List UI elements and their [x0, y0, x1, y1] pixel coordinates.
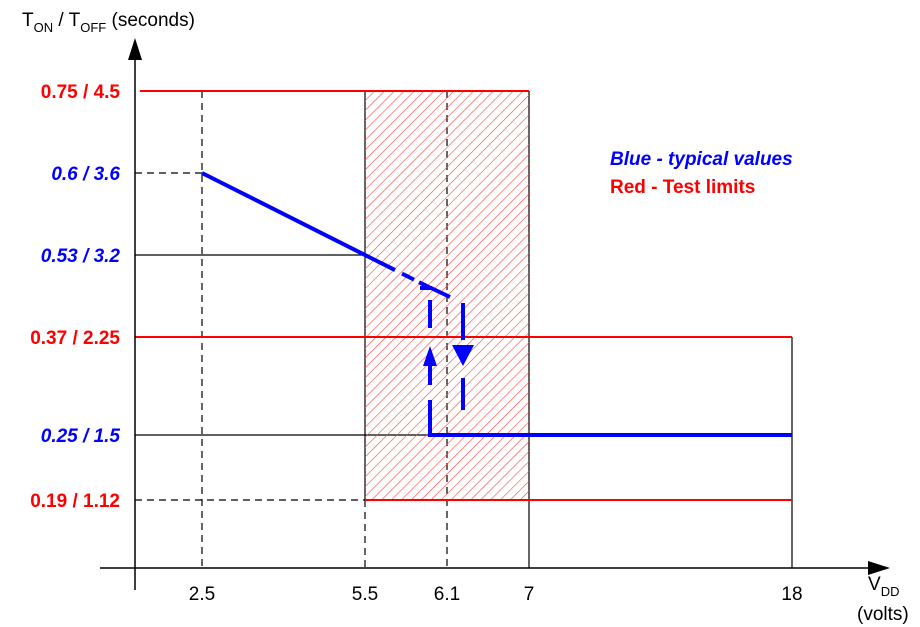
x-axis-title: VDD: [868, 574, 899, 599]
typical-top-corner: [420, 286, 451, 299]
x-axis-unit: (volts): [857, 604, 909, 625]
axes: [100, 38, 890, 590]
y-tick-labels: 0.75 / 4.5 0.6 / 3.6 0.53 / 3.2 0.37 / 2.25…: [30, 82, 120, 512]
down-arrow-head: [452, 345, 474, 366]
legend-typical: Blue - typical values: [610, 149, 793, 170]
y-tick-label: 0.6 / 3.6: [51, 164, 120, 185]
x-tick-label: 6.1: [434, 584, 460, 605]
typical-low-level: [428, 400, 792, 437]
up-arrow-head: [423, 346, 437, 366]
y-axis-title: TON / TOFF (seconds): [22, 10, 195, 35]
typical-decline-dash: [401, 271, 415, 282]
x-tick-label: 5.5: [352, 584, 378, 605]
y-tick-label: 0.75 / 4.5: [41, 82, 121, 103]
y-tick-label: 0.19 / 1.12: [30, 491, 120, 512]
x-axis-arrow: [868, 561, 890, 575]
x-tick-label: 7: [524, 584, 535, 605]
typical-decline: [201, 171, 396, 272]
x-tick-label: 2.5: [189, 584, 215, 605]
y-axis-arrow: [128, 38, 142, 60]
y-tick-label: 0.25 / 1.5: [41, 426, 121, 447]
x-tick-label: 18: [781, 584, 802, 605]
x-tick-labels: 2.5 5.5 6.1 7 18: [189, 584, 803, 605]
legend-test-limits: Red - Test limits: [610, 177, 755, 198]
typical-curve: [201, 171, 792, 437]
y-tick-label: 0.37 / 2.25: [30, 328, 120, 349]
y-tick-label: 0.53 / 3.2: [41, 246, 121, 267]
